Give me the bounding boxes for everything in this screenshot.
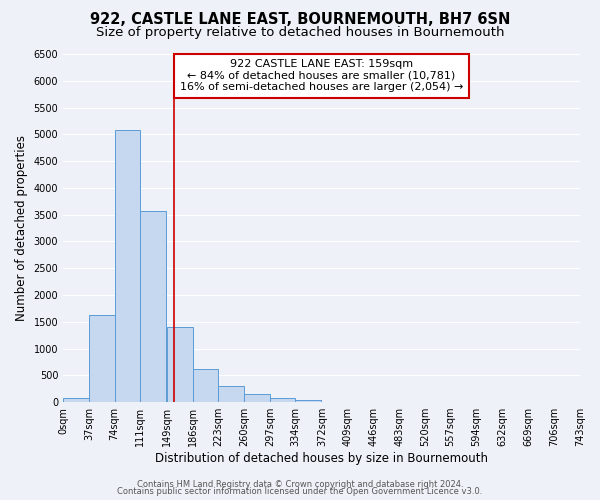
Y-axis label: Number of detached properties: Number of detached properties: [15, 135, 28, 321]
Bar: [244, 394, 270, 402]
Text: Contains public sector information licensed under the Open Government Licence v3: Contains public sector information licen…: [118, 487, 482, 496]
Text: 922, CASTLE LANE EAST, BOURNEMOUTH, BH7 6SN: 922, CASTLE LANE EAST, BOURNEMOUTH, BH7 …: [90, 12, 510, 28]
Bar: [193, 370, 218, 402]
Bar: [89, 316, 115, 402]
Text: Contains HM Land Registry data © Crown copyright and database right 2024.: Contains HM Land Registry data © Crown c…: [137, 480, 463, 489]
Bar: [167, 327, 193, 402]
Bar: [115, 130, 140, 402]
Text: Size of property relative to detached houses in Bournemouth: Size of property relative to detached ho…: [96, 26, 504, 39]
Bar: [270, 398, 295, 402]
X-axis label: Distribution of detached houses by size in Bournemouth: Distribution of detached houses by size …: [155, 452, 488, 465]
Bar: [63, 398, 89, 402]
Bar: [140, 211, 166, 402]
Bar: [295, 400, 321, 402]
Bar: [218, 386, 244, 402]
Text: 922 CASTLE LANE EAST: 159sqm
← 84% of detached houses are smaller (10,781)
16% o: 922 CASTLE LANE EAST: 159sqm ← 84% of de…: [180, 59, 463, 92]
